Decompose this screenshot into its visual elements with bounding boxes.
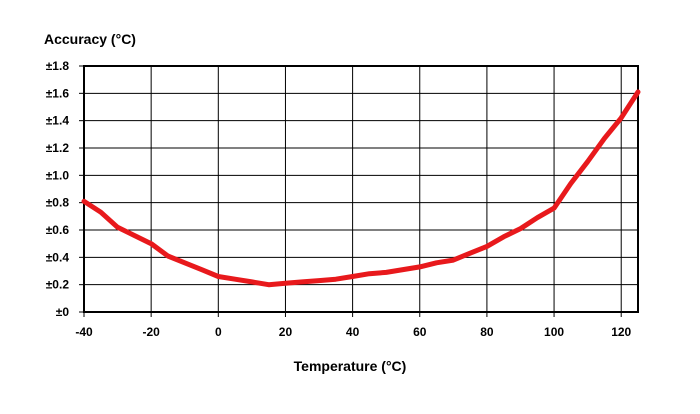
x-tick-label: 40	[346, 325, 360, 339]
x-tick-label: 120	[611, 325, 631, 339]
x-tick-label: 80	[480, 325, 494, 339]
x-tick-label: -40	[75, 325, 93, 339]
y-tick-label: ±1.8	[46, 59, 70, 73]
x-tick-label: -20	[142, 325, 160, 339]
x-axis-title: Temperature (°C)	[294, 358, 407, 374]
x-tick-label: 100	[544, 325, 564, 339]
y-axis-title: Accuracy (°C)	[44, 31, 136, 47]
x-tick-labels: -40 -20 0 20 40 60 80 100 120	[75, 312, 632, 339]
x-tick-label: 60	[413, 325, 427, 339]
y-tick-label: ±1.2	[46, 141, 70, 155]
y-tick-labels: ±0 ±0.2 ±0.4 ±0.6 ±0.8 ±1.0 ±1.2 ±1.4 ±1.6 ±1.8	[46, 59, 84, 319]
y-tick-label: ±0.8	[46, 196, 70, 210]
y-tick-label: ±0.2	[46, 278, 70, 292]
plot-frame	[83, 65, 639, 313]
y-tick-label: ±0	[56, 305, 70, 319]
y-tick-label: ±1.0	[46, 168, 70, 182]
grid-lines	[84, 66, 638, 312]
x-tick-label: 0	[215, 325, 222, 339]
x-tick-label: 20	[279, 325, 293, 339]
y-tick-label: ±0.4	[46, 250, 70, 264]
y-tick-label: ±1.6	[46, 86, 70, 100]
accuracy-curve	[81, 89, 641, 288]
y-tick-label: ±0.6	[46, 223, 70, 237]
y-tick-label: ±1.4	[46, 114, 70, 128]
